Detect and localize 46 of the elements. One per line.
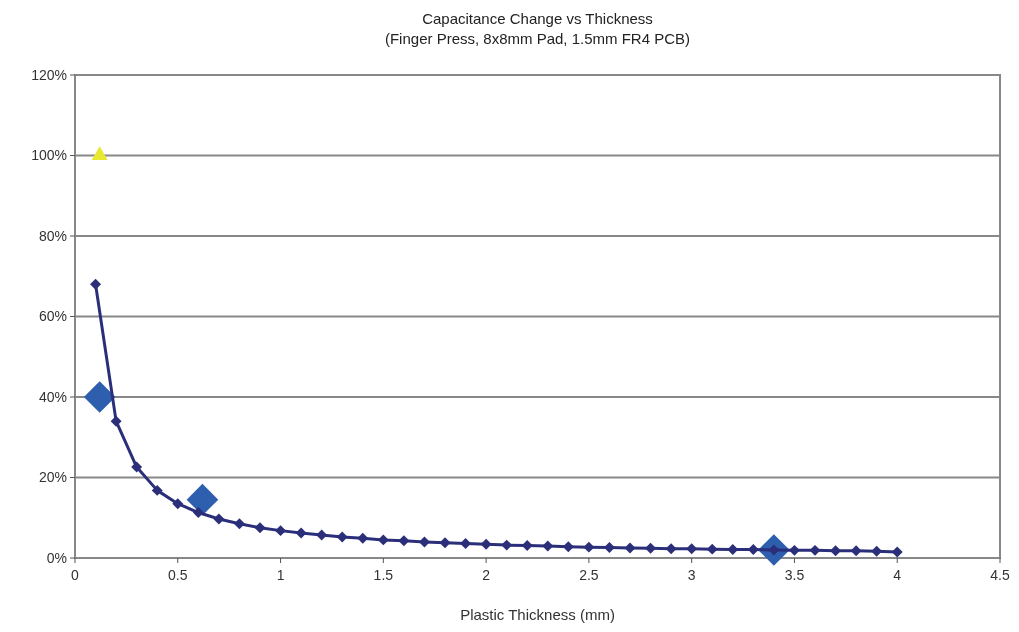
point [665, 543, 677, 555]
chart-subtitle: (Finger Press, 8x8mm Pad, 1.5mm FR4 PCB) [384, 30, 691, 47]
x-tick-label: 3 [687, 567, 696, 583]
point [706, 543, 718, 555]
y-tick-label: 40% [38, 388, 67, 405]
point [90, 278, 102, 290]
point [295, 527, 307, 539]
point [850, 545, 862, 557]
x-axis-title: Plastic Thickness (mm) [460, 606, 615, 623]
x-tick-label: 2 [482, 567, 491, 583]
x-tick-label: 0 [71, 567, 80, 583]
y-tick-label: 20% [38, 469, 67, 486]
y-tick-label: 80% [38, 227, 67, 244]
point [686, 543, 698, 555]
point [336, 531, 348, 543]
x-tick-label: 1 [276, 567, 285, 583]
point [192, 507, 204, 518]
point [131, 461, 143, 473]
x-tick-label: 0.5 [168, 567, 188, 583]
point [151, 484, 163, 496]
y-tick-label: 100% [31, 147, 67, 164]
y-tick-label: 60% [38, 308, 67, 325]
x-tick-label: 4.5 [990, 567, 1010, 583]
point [480, 538, 492, 550]
point [83, 381, 116, 413]
x-tick-label: 1.5 [373, 567, 394, 583]
point [439, 537, 451, 549]
point [186, 483, 219, 516]
point [110, 415, 122, 427]
y-tick-label: 120% [31, 66, 67, 83]
point [233, 518, 245, 530]
x-tick-label: 4 [893, 567, 902, 583]
point [398, 535, 410, 547]
point [357, 532, 369, 544]
point [809, 544, 821, 556]
chart-title: Capacitance Change vs Thickness [422, 10, 653, 27]
x-tick-label: 3.5 [784, 567, 805, 583]
point [254, 522, 266, 534]
point [275, 525, 287, 537]
point [213, 513, 225, 525]
point [583, 541, 595, 553]
y-tick-label: 0% [46, 549, 67, 566]
point [624, 542, 636, 554]
point [172, 498, 184, 510]
point [91, 146, 108, 161]
x-tick-label: 2.5 [579, 567, 599, 583]
